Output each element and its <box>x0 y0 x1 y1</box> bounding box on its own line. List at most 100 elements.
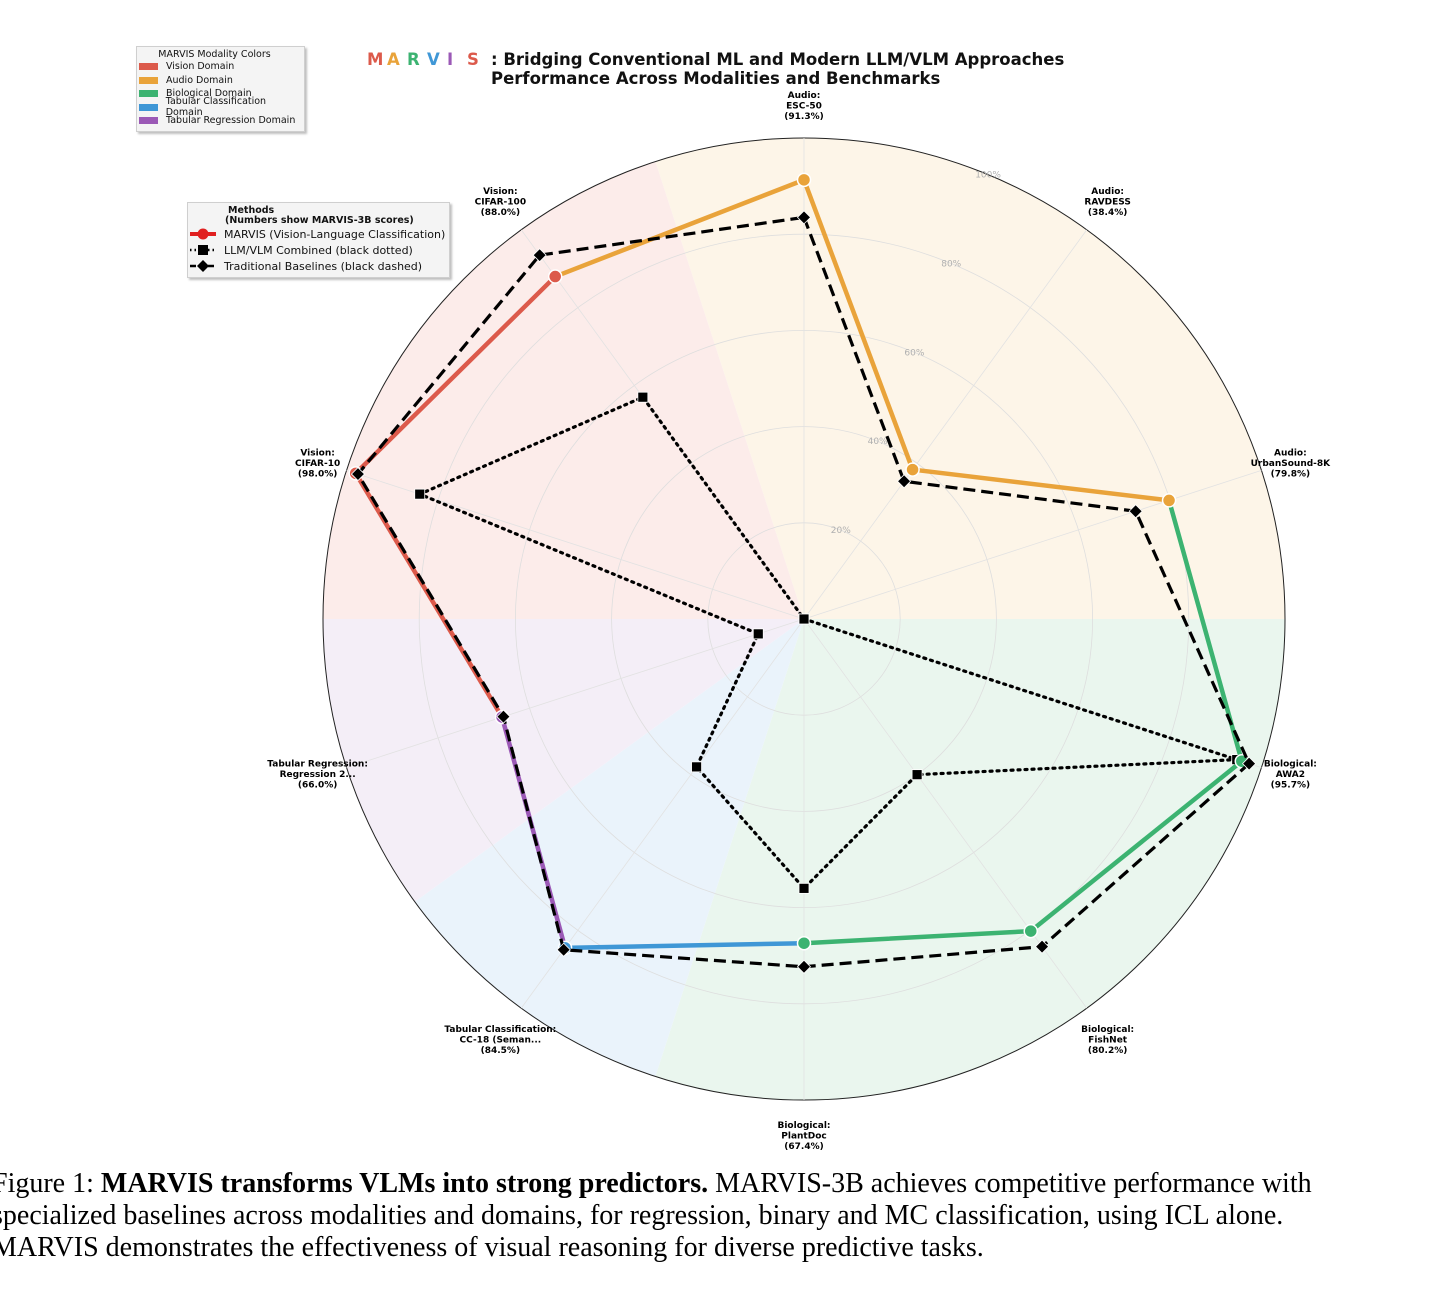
legend-label: LLM/VLM Combined (black dotted) <box>224 243 413 257</box>
caption-label: Figure 1: <box>0 1168 101 1199</box>
axis-label: Tabular Regression: Regression 2... (66.0%… <box>267 759 368 790</box>
axis-label-line: (88.0%) <box>481 208 520 218</box>
traditional-point <box>532 248 547 263</box>
brand-letter: S <box>467 50 479 69</box>
legend-label: MARVIS (Vision-Language Classification) <box>224 227 446 241</box>
axis-label-line: CIFAR-10 <box>295 459 340 469</box>
methods-legend-item: Traditional Baselines (black dashed) <box>188 258 449 274</box>
marvis-segment <box>801 177 915 472</box>
marvis-segment <box>353 274 558 476</box>
llm-vlm-point <box>637 391 649 403</box>
axis-label-line: (84.5%) <box>481 1046 520 1056</box>
radar-chart: 20%40%60%80%100% Audio: ESC-50 (91.3%)Audi… <box>267 91 1332 1152</box>
brand-letter: V <box>427 50 440 69</box>
legend-label: Tabular Regression Domain <box>166 115 296 127</box>
audio-swatch <box>139 76 158 84</box>
biological-swatch <box>139 90 158 98</box>
axis-label: Biological: PlantDoc (67.4%) <box>777 1121 830 1152</box>
tabular-regression-sector <box>323 619 804 902</box>
traditional-point <box>496 709 511 724</box>
modality-legend-item: Biological Domain <box>137 87 304 101</box>
axis-label-line: (38.4%) <box>1088 208 1127 218</box>
axis-label-line: CIFAR-100 <box>475 198 527 208</box>
axis-label-line: PlantDoc <box>781 1132 826 1142</box>
axis-label-line: Regression 2... <box>280 770 356 780</box>
traditional-point <box>556 942 571 957</box>
llm-vlm-point <box>911 769 923 781</box>
axis-label: Biological: FishNet (80.2%) <box>1081 1025 1134 1056</box>
axis-label-line: Audio: <box>788 91 821 101</box>
axis-label-line: RAVDESS <box>1084 198 1130 208</box>
vision-swatch <box>139 63 158 71</box>
traditional-point <box>1128 504 1143 519</box>
modality-legend-item: Vision Domain <box>137 60 304 74</box>
axis-label-line: (91.3%) <box>784 112 823 122</box>
axis-label-line: (66.0%) <box>298 780 337 790</box>
modality-legend-item: Audio Domain <box>137 74 304 88</box>
spoke <box>346 618 805 769</box>
axis-label-line: Biological: <box>1081 1025 1134 1035</box>
axis-label-line: Tabular Classification: <box>444 1025 556 1035</box>
axis-label-line: FishNet <box>1088 1035 1128 1045</box>
traditional-point <box>796 210 812 225</box>
methods-legend-item: LLM/VLM Combined (black dotted) <box>188 242 449 258</box>
spoke <box>803 229 1088 620</box>
axis-label-line: ESC-50 <box>786 102 822 112</box>
axis-label-line: Biological: <box>777 1121 830 1131</box>
llm-vlm-point <box>691 761 702 773</box>
spoke <box>520 229 805 620</box>
axis-label-line: AWA2 <box>1276 770 1305 780</box>
caption-text: MARVIS-3B achieves competitive performan… <box>708 1168 1312 1199</box>
marvis-segment <box>801 928 1033 946</box>
caption-line-2: specialized baselines across modalities … <box>0 1200 1284 1231</box>
radial-tick-label: 20% <box>831 526 851 536</box>
modality-legend-item: Tabular Regression Domain <box>137 114 304 128</box>
brand-letter: M <box>367 50 384 69</box>
square-marker-icon <box>190 245 216 255</box>
domain-sectors <box>323 138 1285 1100</box>
biological-sector <box>655 619 1285 1100</box>
radial-tick-label: 60% <box>904 348 924 358</box>
llm-vlm-point <box>414 488 426 500</box>
tabular-classification-swatch <box>139 103 158 111</box>
axis-label-line: Vision: <box>300 449 335 459</box>
axis-label-line: Tabular Regression: <box>267 759 368 769</box>
radial-tick-label: 80% <box>941 259 961 269</box>
legend-label: Biological Domain <box>166 88 252 100</box>
caption-bold: MARVIS transforms VLMs into strong predi… <box>100 1168 709 1199</box>
axis-label-line: Audio: <box>1091 187 1124 197</box>
llm-vlm-point <box>798 613 810 625</box>
tabular-classification-sector <box>414 619 804 1077</box>
axis-label-line: (95.7%) <box>1271 780 1310 790</box>
marvis-segment <box>1028 758 1245 934</box>
traditional-point <box>350 467 366 482</box>
axis-label-line: Audio: <box>1274 449 1307 459</box>
marvis-segment <box>552 177 807 279</box>
marvis-point <box>796 172 812 188</box>
diamond-marker-icon <box>190 260 216 272</box>
caption-line-3: MARVIS demonstrates the effectiveness of… <box>0 1232 984 1263</box>
traditional-point <box>1242 756 1257 771</box>
axis-label-line: (67.4%) <box>784 1142 823 1152</box>
marvis-segment <box>562 940 807 951</box>
llm-vlm-point <box>798 882 810 894</box>
traditional-point <box>796 959 812 974</box>
traditional-point <box>1034 939 1050 954</box>
marvis-point <box>547 269 563 284</box>
axis-label: Audio: ESC-50 (91.3%) <box>784 91 823 122</box>
axis-label: Biological: AWA2 (95.7%) <box>1264 759 1317 790</box>
legend-label: Tabular Classification Domain <box>165 96 267 119</box>
traditional-point <box>897 474 912 489</box>
axis-label: Tabular Classification: CC-18 (Seman... (8… <box>444 1025 556 1056</box>
title-line-1: : Bridging Conventional ML and Modern LL… <box>491 50 1065 69</box>
axis-label-line: UrbanSound-8K <box>1251 459 1332 469</box>
data-series <box>348 172 1257 974</box>
brand-letter: I <box>447 50 454 69</box>
title-line-2: Performance Across Modalities and Benchm… <box>491 69 941 88</box>
brand-letter: R <box>407 50 420 69</box>
figure-caption: Figure 1: MARVIS transforms VLMs into st… <box>0 1168 1456 1264</box>
marvis-segment <box>910 467 1172 503</box>
modality-legend: MARVIS Modality Colors Vision Domain Aud… <box>136 46 305 132</box>
